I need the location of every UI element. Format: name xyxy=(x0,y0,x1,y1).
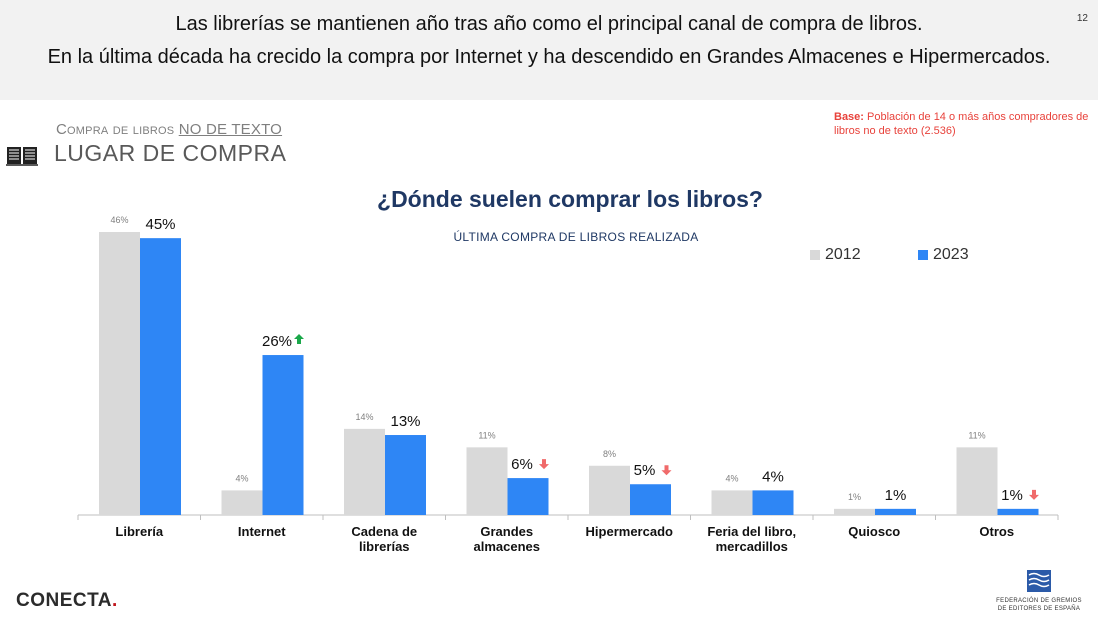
conecta-logo-text: CONECTA xyxy=(16,590,113,611)
category-label: Feria del libro, xyxy=(707,524,796,539)
category-label: Quiosco xyxy=(848,524,900,539)
base-note-text: Población de 14 o más años compradores d… xyxy=(834,111,1089,137)
trend-down-arrow-icon xyxy=(539,459,549,470)
federacion-emblem-icon xyxy=(1027,570,1051,592)
category-label: librerías xyxy=(359,539,410,554)
section-title: LUGAR DE COMPRA xyxy=(54,140,287,166)
conecta-logo: CONECTA. xyxy=(16,590,118,611)
category-label: Cadena de xyxy=(351,524,417,539)
data-label-2023: 5% xyxy=(634,462,656,479)
category-label: Librería xyxy=(115,524,163,539)
data-label-2023: 1% xyxy=(885,487,907,504)
legend-swatch-2023 xyxy=(918,250,928,260)
section-subtitle: Compra de libros NO DE TEXTO xyxy=(56,121,282,138)
federacion-line-2: DE EDITORES DE ESPAÑA xyxy=(997,606,1081,612)
data-label-2023: 13% xyxy=(390,413,420,430)
section-subtitle-prefix: Compra de libros xyxy=(56,121,175,138)
trend-down-arrow-icon xyxy=(661,465,672,476)
category-label: Hipermercado xyxy=(586,524,673,539)
data-label-2012: 46% xyxy=(110,215,128,225)
category-label: Grandes xyxy=(480,524,533,539)
bar-2012 xyxy=(711,490,753,515)
base-note: Base: Población de 14 o más años comprad… xyxy=(834,110,1094,138)
data-label-2012: 1% xyxy=(848,492,861,502)
trend-up-arrow-icon xyxy=(294,334,304,345)
category-label: almacenes xyxy=(474,539,541,554)
chart-subtitle: ÚLTIMA COMPRA DE LIBROS REALIZADA xyxy=(453,230,699,244)
federacion-logo: FEDERACIÓN DE GREMIOS DE EDITORES DE ESP… xyxy=(985,570,1093,613)
data-label-2023: 4% xyxy=(762,468,784,485)
bar-2012 xyxy=(589,465,630,515)
bar-2023 xyxy=(385,435,426,515)
data-label-2012: 4% xyxy=(235,473,248,483)
bar-2023 xyxy=(875,508,916,515)
bar-2023 xyxy=(262,355,304,515)
base-note-label: Base: xyxy=(834,111,864,123)
chart-title: ¿Dónde suelen comprar los libros? xyxy=(377,186,763,212)
legend-item-2012: 2012 xyxy=(810,245,861,265)
data-label-2012: 11% xyxy=(968,430,985,440)
bar-2023 xyxy=(140,238,181,516)
subheadline: En la última década ha crecido la compra… xyxy=(47,46,1051,68)
data-label-2012: 4% xyxy=(725,473,738,483)
bar-2023 xyxy=(997,508,1039,515)
data-label-2023: 6% xyxy=(511,456,533,473)
header-band xyxy=(0,0,1098,100)
data-label-2023: 1% xyxy=(1001,487,1023,504)
open-book-icon xyxy=(6,147,38,166)
bar-2012 xyxy=(344,428,385,515)
page-number: 12 xyxy=(1076,13,1088,24)
federacion-line-1: FEDERACIÓN DE GREMIOS xyxy=(996,598,1082,604)
headline: Las librerías se mantienen año tras año … xyxy=(175,13,923,35)
category-label: Internet xyxy=(238,524,286,539)
legend-item-2023: 2023 xyxy=(918,245,969,265)
data-label-2012: 14% xyxy=(355,412,373,422)
legend-swatch-2012 xyxy=(810,250,820,260)
legend-label-2023: 2023 xyxy=(933,246,969,263)
category-label: mercadillos xyxy=(716,539,788,554)
data-label-2012: 8% xyxy=(603,449,616,459)
bar-2023 xyxy=(752,490,794,515)
bar-2012 xyxy=(466,447,508,515)
bar-2012 xyxy=(221,490,263,515)
category-label: Otros xyxy=(979,524,1014,539)
data-label-2023: 26% xyxy=(262,333,292,350)
legend-label-2012: 2012 xyxy=(825,246,861,263)
data-label-2012: 11% xyxy=(478,430,495,440)
bar-2012 xyxy=(956,447,998,515)
bar-2023 xyxy=(630,484,671,515)
trend-down-arrow-icon xyxy=(1029,489,1039,500)
data-label-2023: 45% xyxy=(145,216,175,233)
bar-2023 xyxy=(507,478,549,515)
section-subtitle-emphasis: NO DE TEXTO xyxy=(178,121,283,138)
bar-2012 xyxy=(99,232,140,515)
bar-2012 xyxy=(834,508,875,515)
